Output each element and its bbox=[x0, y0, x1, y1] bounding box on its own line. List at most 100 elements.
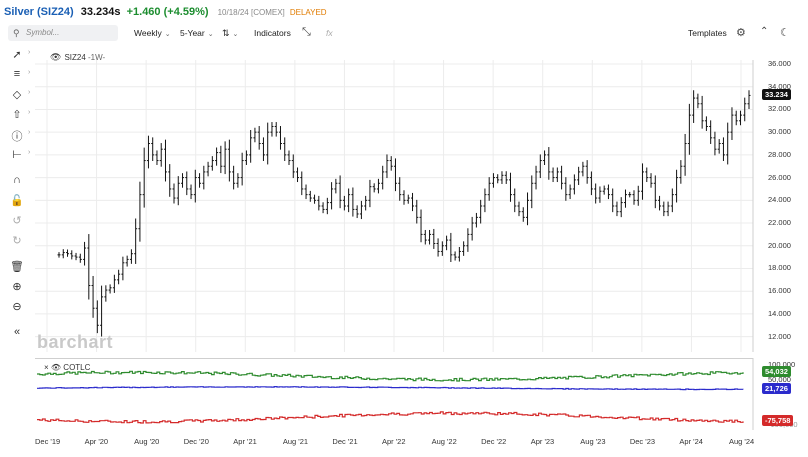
bar-type-dropdown[interactable]: ⇅ ⌄ bbox=[222, 28, 238, 39]
ohlc-bar bbox=[385, 154, 389, 179]
info-tool-icon[interactable]: ⓘ › bbox=[11, 129, 31, 143]
ohlc-bar bbox=[219, 145, 223, 174]
ohlc-bar bbox=[57, 252, 61, 258]
ohlc-bar bbox=[274, 122, 278, 137]
ohlc-bar bbox=[138, 181, 142, 242]
y-axis-tick: 20.000 bbox=[768, 240, 791, 250]
x-axis-tick: Dec '23 bbox=[629, 437, 656, 446]
ohlc-bar bbox=[564, 177, 568, 201]
ohlc-bar bbox=[227, 139, 231, 182]
ohlc-bar bbox=[70, 250, 74, 260]
ohlc-bar bbox=[470, 216, 474, 241]
x-axis-tick: Apr '23 bbox=[530, 437, 555, 446]
ohlc-bar bbox=[547, 147, 551, 180]
ohlc-bar bbox=[376, 178, 380, 194]
range-dropdown[interactable]: 5-Year ⌄ bbox=[180, 28, 214, 38]
osc-y-tick: 100,000 bbox=[768, 359, 796, 369]
zoom-in-icon[interactable]: ⊕ bbox=[12, 281, 22, 293]
ohlc-bar bbox=[223, 141, 227, 175]
x-axis-tick: Apr '20 bbox=[84, 437, 109, 446]
ohlc-bar bbox=[589, 171, 593, 196]
ohlc-bar bbox=[172, 183, 176, 204]
ohlc-bar bbox=[142, 147, 146, 208]
eye-icon[interactable]: 👁 bbox=[50, 52, 62, 62]
delayed-status: DELAYED bbox=[289, 8, 327, 17]
ohlc-bar bbox=[700, 95, 704, 129]
ohlc-bar bbox=[517, 201, 521, 217]
ohlc-bar bbox=[317, 195, 321, 211]
undo-icon[interactable]: ↺ bbox=[12, 215, 22, 227]
templates-button[interactable]: Templates bbox=[688, 28, 727, 38]
instrument-name[interactable]: Silver (SIZ24) bbox=[4, 6, 74, 18]
ohlc-bar bbox=[104, 285, 108, 302]
x-axis-tick: Aug '23 bbox=[580, 437, 606, 446]
magnet-icon[interactable]: ∩ bbox=[13, 174, 21, 186]
ohlc-bar bbox=[359, 200, 363, 220]
ohlc-bar bbox=[181, 173, 185, 188]
gear-icon[interactable]: ⚙ bbox=[736, 27, 746, 39]
ohlc-bar bbox=[623, 189, 627, 208]
ohlc-bar bbox=[185, 171, 189, 196]
shape-tool-icon[interactable]: ◇ › bbox=[12, 89, 31, 101]
osc-y-tick: 50,000 bbox=[768, 374, 791, 384]
ohlc-bar bbox=[717, 139, 721, 154]
x-axis-tick: Apr '22 bbox=[382, 437, 406, 446]
symbol-search-input[interactable]: ⚲ Symbol... bbox=[8, 25, 118, 41]
red-value-badge: -75,758 bbox=[762, 415, 794, 427]
period-dropdown[interactable]: Weekly ⌄ bbox=[134, 28, 171, 38]
ohlc-bar bbox=[74, 252, 78, 261]
measure-tool-icon[interactable]: ⊢ › bbox=[12, 149, 31, 161]
ohlc-bar bbox=[155, 150, 159, 165]
eye-icon[interactable]: 👁 bbox=[50, 363, 62, 372]
trash-icon[interactable]: 🗑 bbox=[10, 261, 24, 273]
drawing-toolbar: ➚ › ≡ › ◇ › ⇧ › ⓘ › ⊢ › ∩ 🔓 ↺ ↻ 🗑 ⊕ ⊖ « bbox=[0, 44, 36, 344]
ohlc-bar bbox=[432, 228, 436, 249]
ohlc-bar bbox=[146, 135, 150, 169]
arrow-tool-icon[interactable]: ⇧ › bbox=[12, 109, 31, 121]
x-axis-tick: Dec '20 bbox=[183, 437, 209, 446]
price-chart[interactable] bbox=[35, 60, 765, 352]
ohlc-bar bbox=[653, 175, 657, 209]
ohlc-bar bbox=[479, 199, 483, 224]
green-value-badge: 54,032 bbox=[762, 366, 791, 378]
ohlc-bar bbox=[436, 238, 440, 257]
ohlc-bar bbox=[270, 122, 274, 137]
ohlc-bar bbox=[283, 137, 287, 162]
collapse-icon[interactable]: « bbox=[13, 326, 21, 338]
ohlc-bar bbox=[236, 173, 240, 188]
ohlc-bar bbox=[508, 172, 512, 202]
ohlc-bar bbox=[355, 205, 359, 219]
line-tool-icon[interactable]: ➚ › bbox=[12, 49, 31, 61]
cotlc-chart[interactable] bbox=[35, 358, 765, 430]
fx-button[interactable]: fx bbox=[326, 28, 333, 38]
ohlc-bar bbox=[483, 188, 487, 213]
y-axis-tick: 28.000 bbox=[768, 149, 791, 159]
ohlc-bar bbox=[662, 201, 666, 217]
compare-icon[interactable]: ⤡ bbox=[302, 26, 311, 38]
ohlc-bar bbox=[594, 183, 598, 204]
ohlc-bar bbox=[645, 167, 649, 183]
ohlc-bar bbox=[249, 130, 253, 163]
redo-icon[interactable]: ↻ bbox=[12, 235, 22, 247]
ohlc-bar bbox=[496, 174, 500, 184]
ohlc-bar bbox=[189, 184, 193, 200]
collapse-up-icon[interactable]: ⌃ bbox=[760, 26, 769, 37]
ohlc-bar bbox=[193, 169, 197, 203]
ohlc-bar bbox=[168, 164, 172, 197]
ohlc-bar bbox=[543, 150, 547, 165]
header-bar: Silver (SIZ24) 33.234s +1.460 (+4.59%) 1… bbox=[0, 0, 808, 22]
ohlc-bar bbox=[675, 169, 679, 203]
zoom-out-icon[interactable]: ⊖ bbox=[12, 301, 22, 313]
ohlc-bar bbox=[440, 241, 444, 256]
ohlc-bar bbox=[734, 110, 738, 126]
blue-value-badge: 21,726 bbox=[762, 383, 791, 395]
lock-icon[interactable]: 🔓 bbox=[10, 195, 24, 207]
ohlc-bar bbox=[108, 284, 112, 294]
theme-moon-icon[interactable]: ☾ bbox=[780, 27, 790, 39]
indicators-button[interactable]: Indicators bbox=[254, 28, 291, 38]
fib-tool-icon[interactable]: ≡ › bbox=[13, 68, 31, 80]
close-icon[interactable]: × bbox=[44, 363, 49, 372]
ohlc-bar bbox=[530, 175, 534, 209]
chevron-down-icon: ⌄ bbox=[232, 31, 239, 38]
chevron-down-icon: ⌄ bbox=[164, 31, 171, 38]
